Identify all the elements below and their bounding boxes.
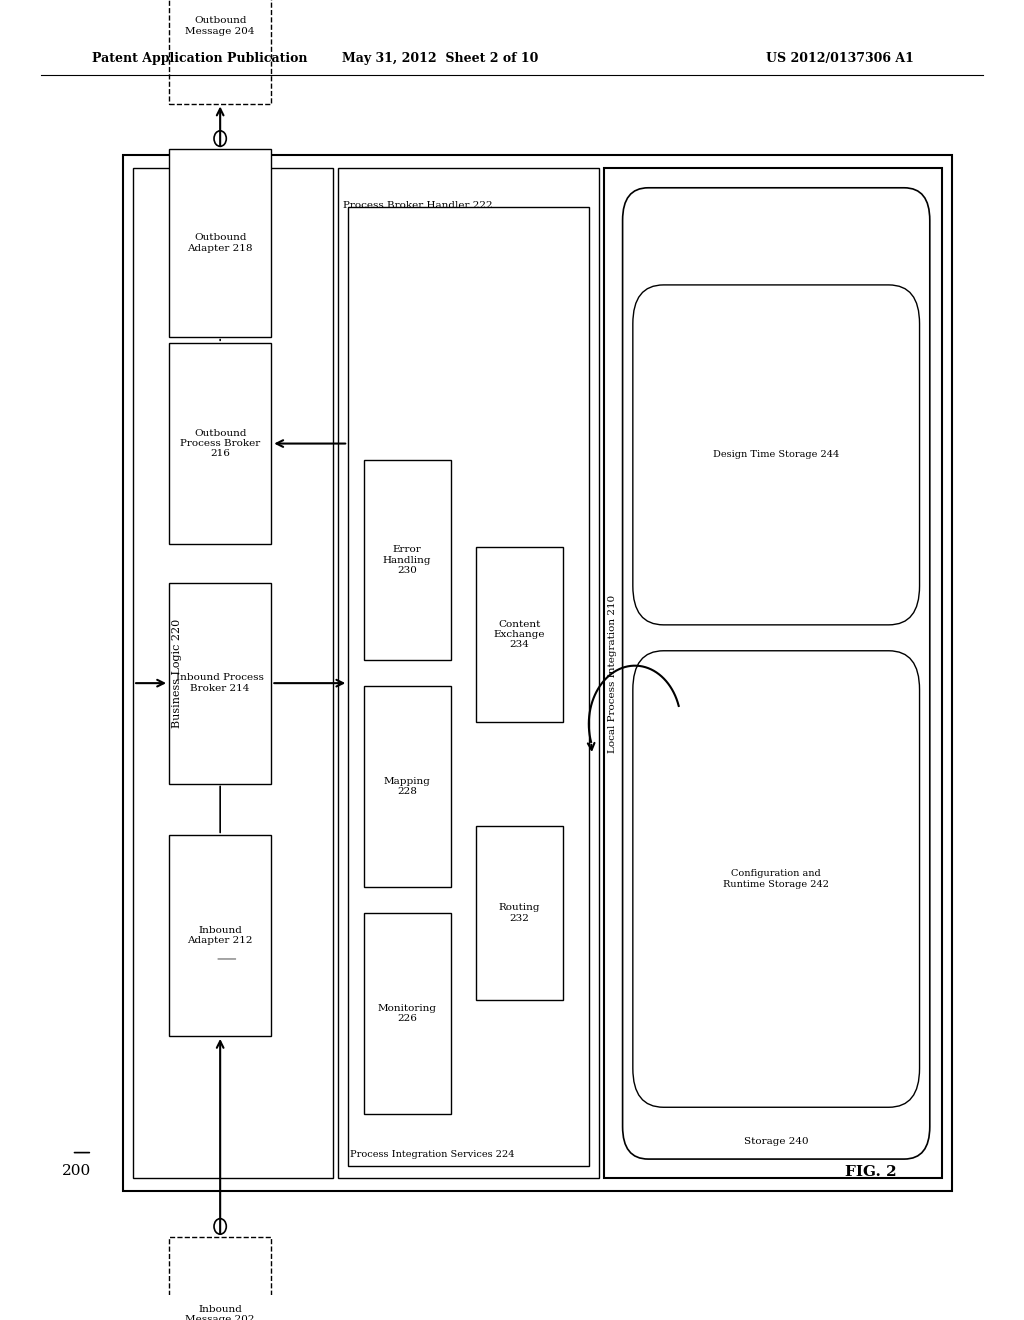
- FancyBboxPatch shape: [476, 548, 563, 722]
- Text: Outbound
Message 204: Outbound Message 204: [185, 16, 255, 36]
- Text: Outbound
Process Broker
216: Outbound Process Broker 216: [180, 429, 260, 458]
- Text: Local Process Integration 210: Local Process Integration 210: [608, 594, 616, 752]
- Text: Monitoring
226: Monitoring 226: [378, 1003, 436, 1023]
- Text: Process Integration Services 224: Process Integration Services 224: [350, 1150, 515, 1159]
- FancyBboxPatch shape: [633, 285, 920, 624]
- Text: Outbound
Adapter 218: Outbound Adapter 218: [187, 234, 253, 252]
- FancyBboxPatch shape: [169, 149, 271, 337]
- Text: Process Broker Handler 222: Process Broker Handler 222: [343, 201, 493, 210]
- FancyBboxPatch shape: [476, 825, 563, 1001]
- Text: Routing
232: Routing 232: [499, 903, 541, 923]
- FancyBboxPatch shape: [348, 207, 589, 1166]
- Text: Inbound
Adapter 212: Inbound Adapter 212: [187, 925, 253, 945]
- FancyBboxPatch shape: [123, 156, 952, 1192]
- FancyBboxPatch shape: [364, 913, 451, 1114]
- Text: Storage 240: Storage 240: [743, 1137, 809, 1146]
- FancyBboxPatch shape: [364, 686, 451, 887]
- FancyBboxPatch shape: [133, 169, 333, 1179]
- FancyBboxPatch shape: [604, 169, 942, 1179]
- FancyBboxPatch shape: [169, 1237, 271, 1320]
- Text: Configuration and
Runtime Storage 242: Configuration and Runtime Storage 242: [723, 870, 829, 888]
- FancyBboxPatch shape: [169, 343, 271, 544]
- Text: US 2012/0137306 A1: US 2012/0137306 A1: [766, 51, 913, 65]
- Text: 200: 200: [61, 1164, 91, 1179]
- FancyBboxPatch shape: [338, 169, 599, 1179]
- FancyBboxPatch shape: [169, 0, 271, 103]
- Text: May 31, 2012  Sheet 2 of 10: May 31, 2012 Sheet 2 of 10: [342, 51, 539, 65]
- Text: Error
Handling
230: Error Handling 230: [383, 545, 431, 576]
- Text: FIG. 2: FIG. 2: [845, 1166, 896, 1179]
- FancyBboxPatch shape: [633, 651, 920, 1107]
- FancyBboxPatch shape: [623, 187, 930, 1159]
- Text: Inbound
Message 202: Inbound Message 202: [185, 1304, 255, 1320]
- Text: Design Time Storage 244: Design Time Storage 244: [713, 450, 840, 459]
- Text: Content
Exchange
234: Content Exchange 234: [494, 619, 546, 649]
- FancyBboxPatch shape: [169, 582, 271, 784]
- FancyBboxPatch shape: [364, 459, 451, 660]
- Text: Business Logic 220: Business Logic 220: [172, 619, 181, 729]
- Text: Inbound Process
Broker 214: Inbound Process Broker 214: [176, 673, 264, 693]
- FancyBboxPatch shape: [169, 836, 271, 1036]
- Text: Mapping
228: Mapping 228: [384, 777, 430, 796]
- Text: Patent Application Publication: Patent Application Publication: [92, 51, 307, 65]
